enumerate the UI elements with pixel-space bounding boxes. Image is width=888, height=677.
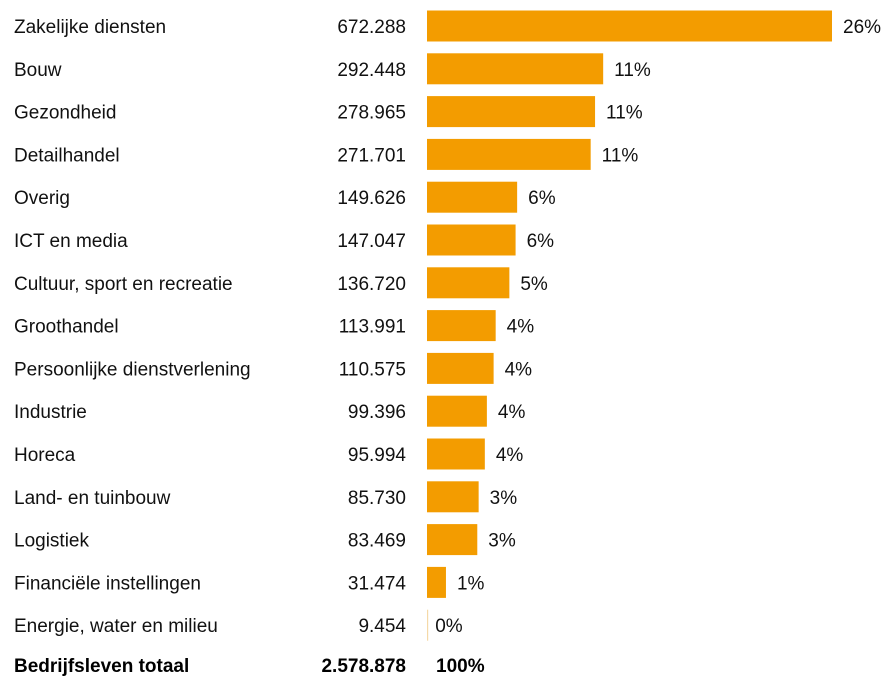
percent-label: 3% <box>488 531 516 552</box>
percent-label: 0% <box>435 616 463 637</box>
value-label: 278.965 <box>337 103 406 124</box>
value-label: 672.288 <box>337 17 406 38</box>
bar <box>427 609 429 641</box>
percent-label: 26% <box>843 17 881 38</box>
bar <box>427 53 604 85</box>
total-label: Bedrijfsleven totaal <box>14 656 189 677</box>
category-label: Land- en tuinbouw <box>14 488 171 509</box>
value-label: 147.047 <box>337 231 406 252</box>
total-row: Bedrijfsleven totaal 2.578.878 100% <box>14 656 485 677</box>
bar <box>427 524 478 556</box>
category-label: Industrie <box>14 402 87 423</box>
category-label: Cultuur, sport en recreatie <box>14 274 233 295</box>
value-label: 271.701 <box>337 145 406 166</box>
percent-label: 11% <box>614 60 651 81</box>
bar <box>427 96 596 128</box>
category-label: Gezondheid <box>14 103 116 124</box>
percent-label: 4% <box>505 359 533 380</box>
value-label: 149.626 <box>337 188 406 209</box>
value-label: 85.730 <box>348 488 406 509</box>
category-label: Groothandel <box>14 317 119 338</box>
bar <box>427 481 479 513</box>
value-label: 113.991 <box>339 317 406 338</box>
bar <box>427 224 516 256</box>
value-label: 9.454 <box>358 616 406 637</box>
category-label: Persoonlijke dienstverlening <box>14 359 251 380</box>
percent-label: 11% <box>602 145 639 166</box>
bar <box>427 310 496 342</box>
bar <box>427 395 487 427</box>
value-label: 95.994 <box>348 445 407 466</box>
value-label: 31.474 <box>348 573 407 594</box>
value-label: 99.396 <box>348 402 406 423</box>
category-label: Zakelijke diensten <box>14 17 166 38</box>
category-label: ICT en media <box>14 231 128 252</box>
bar <box>427 267 510 299</box>
category-label: Financiële instellingen <box>14 573 201 594</box>
bar <box>427 138 591 170</box>
bar <box>427 10 832 42</box>
percent-label: 4% <box>498 402 526 423</box>
bar <box>427 566 446 598</box>
category-label: Logistiek <box>14 531 89 552</box>
percent-label: 1% <box>457 573 485 594</box>
total-value: 2.578.878 <box>321 656 406 677</box>
category-label: Bouw <box>14 60 62 81</box>
percent-label: 3% <box>490 488 518 509</box>
total-percent: 100% <box>436 656 485 677</box>
percent-label: 6% <box>528 188 556 209</box>
bar <box>427 181 518 213</box>
category-label: Energie, water en milieu <box>14 616 218 637</box>
percent-label: 11% <box>606 103 643 124</box>
percent-label: 6% <box>527 231 555 252</box>
bar <box>427 352 494 384</box>
value-label: 136.720 <box>337 274 406 295</box>
chart-rows: Zakelijke diensten 672.288 26% Bouw 292.448 1… <box>14 10 881 641</box>
percent-label: 4% <box>496 445 524 466</box>
category-label: Overig <box>14 188 70 209</box>
value-label: 83.469 <box>348 531 406 552</box>
bar <box>427 438 485 470</box>
value-label: 110.575 <box>339 359 406 380</box>
value-label: 292.448 <box>337 60 406 81</box>
percent-label: 4% <box>507 317 535 338</box>
percent-label: 5% <box>520 274 548 295</box>
category-label: Detailhandel <box>14 145 120 166</box>
category-label: Horeca <box>14 445 76 466</box>
